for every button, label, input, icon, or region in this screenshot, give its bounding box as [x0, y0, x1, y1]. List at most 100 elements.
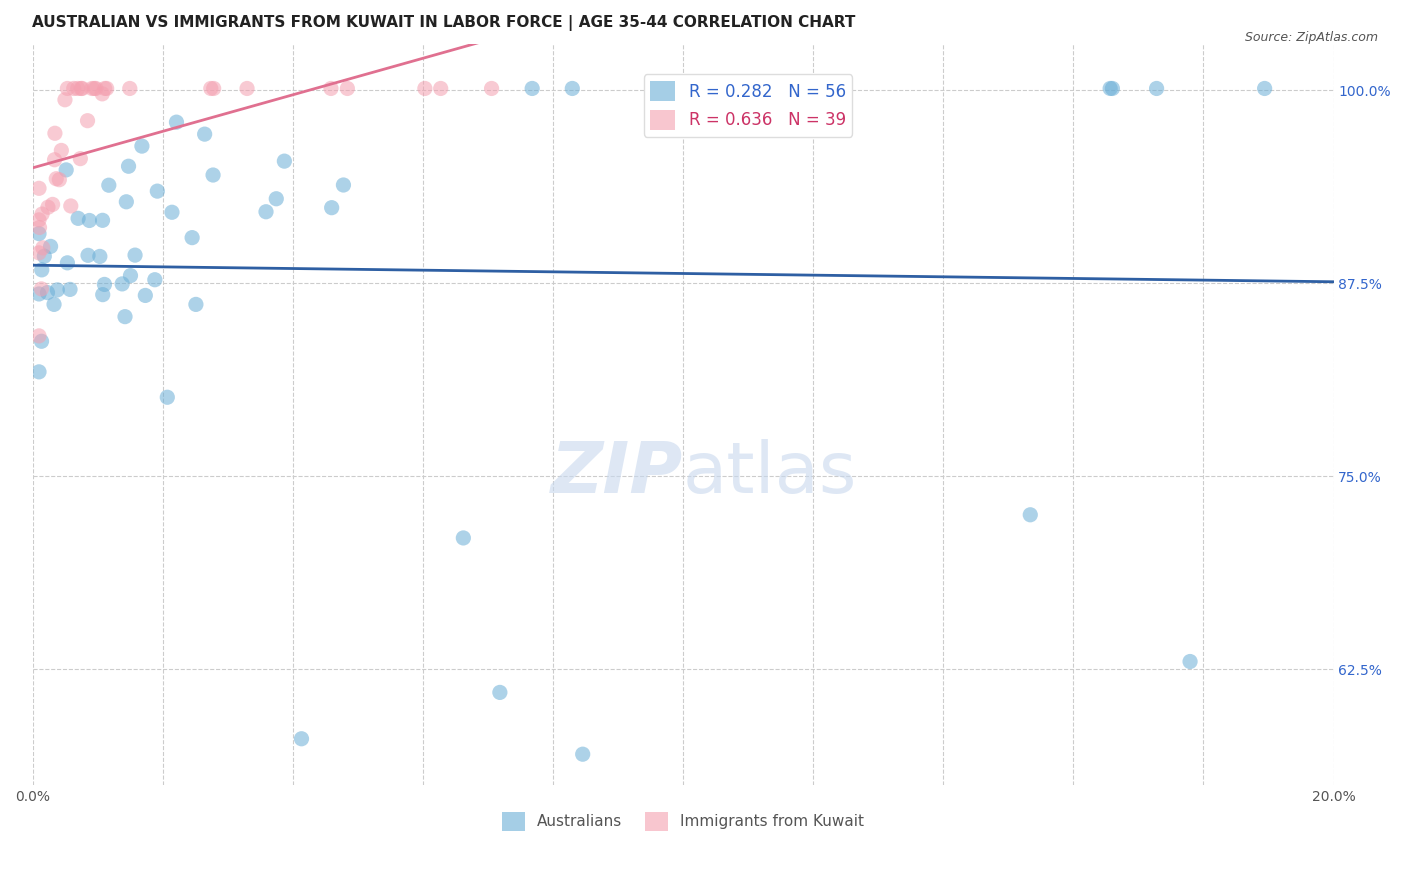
Point [1099, 81, 1122, 95]
Text: atlas: atlas [683, 439, 858, 508]
Point [69, 152, 91, 166]
Point [1019, 508, 1042, 522]
Point [28, 329, 51, 343]
Point [146, 184, 169, 198]
Point [181, 230, 204, 244]
Point [413, 81, 436, 95]
Point [1101, 81, 1123, 95]
Point [1146, 81, 1168, 95]
Point [28, 181, 51, 195]
Point [561, 81, 583, 95]
Point [254, 204, 277, 219]
Point [200, 81, 222, 95]
Point [79, 213, 101, 227]
Point [763, 81, 786, 95]
Point [114, 310, 136, 324]
Point [51, 144, 73, 158]
Point [91, 87, 114, 101]
Point [134, 288, 156, 302]
Point [45, 171, 67, 186]
Point [273, 154, 295, 169]
Point [28, 245, 51, 260]
Point [96, 81, 118, 95]
Point [236, 81, 259, 95]
Point [124, 248, 146, 262]
Point [59, 282, 82, 296]
Point [97, 178, 120, 193]
Point [46, 283, 69, 297]
Point [28, 212, 51, 227]
Point [481, 81, 503, 95]
Point [453, 531, 475, 545]
Point [44, 126, 66, 140]
Point [37, 285, 59, 300]
Point [56, 256, 79, 270]
Point [42, 297, 65, 311]
Point [332, 178, 354, 192]
Point [91, 287, 114, 301]
Point [31, 334, 53, 349]
Point [117, 159, 139, 173]
Point [30, 282, 52, 296]
Point [44, 153, 66, 167]
Point [80, 81, 103, 95]
Point [62, 81, 84, 95]
Point [77, 248, 100, 262]
Point [31, 207, 53, 221]
Point [321, 201, 343, 215]
Point [93, 277, 115, 292]
Point [41, 197, 63, 211]
Point [53, 93, 76, 107]
Point [319, 81, 342, 95]
Point [94, 81, 117, 95]
Point [120, 268, 142, 283]
Point [37, 200, 59, 214]
Point [28, 287, 51, 301]
Text: AUSTRALIAN VS IMMIGRANTS FROM KUWAIT IN LABOR FORCE | AGE 35-44 CORRELATION CHAR: AUSTRALIAN VS IMMIGRANTS FROM KUWAIT IN … [32, 15, 856, 31]
Point [1178, 655, 1201, 669]
Point [39, 239, 62, 253]
Point [160, 205, 183, 219]
Point [70, 81, 93, 95]
Point [489, 685, 512, 699]
Point [28, 365, 51, 379]
Point [264, 192, 287, 206]
Point [571, 747, 593, 762]
Point [34, 249, 56, 263]
Point [184, 297, 207, 311]
Point [31, 241, 53, 255]
Point [522, 81, 544, 95]
Point [89, 249, 111, 263]
Text: Source: ZipAtlas.com: Source: ZipAtlas.com [1244, 31, 1378, 45]
Point [83, 81, 105, 95]
Point [118, 81, 141, 95]
Point [202, 81, 225, 95]
Point [66, 81, 89, 95]
Point [70, 81, 93, 95]
Point [84, 81, 107, 95]
Point [143, 273, 166, 287]
Point [91, 213, 114, 227]
Point [156, 390, 179, 404]
Point [55, 162, 77, 177]
Point [290, 731, 312, 746]
Point [336, 81, 359, 95]
Point [28, 220, 51, 235]
Point [76, 113, 98, 128]
Point [28, 227, 51, 241]
Point [1253, 81, 1275, 95]
Text: ZIP: ZIP [551, 439, 683, 508]
Point [111, 277, 134, 291]
Point [59, 199, 82, 213]
Legend: Australians, Immigrants from Kuwait: Australians, Immigrants from Kuwait [496, 805, 870, 837]
Point [194, 127, 217, 141]
Point [67, 211, 90, 226]
Point [115, 194, 138, 209]
Point [429, 81, 451, 95]
Point [166, 115, 188, 129]
Point [48, 172, 70, 186]
Point [131, 139, 153, 153]
Point [31, 263, 53, 277]
Point [202, 168, 225, 182]
Point [56, 81, 79, 95]
